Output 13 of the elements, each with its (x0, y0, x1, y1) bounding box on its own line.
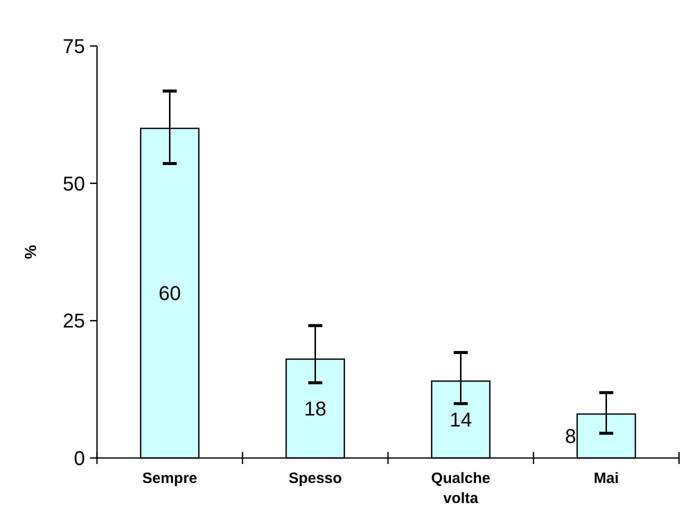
data-label: 60 (158, 283, 181, 306)
y-tick-label: 50 (62, 173, 85, 196)
data-label: 14 (450, 410, 472, 432)
data-label: 8 (565, 426, 576, 448)
data-label: 18 (304, 398, 326, 421)
x-tick-label: Mai (594, 470, 619, 487)
y-tick-label: 0 (74, 448, 85, 470)
y-tick-label: 75 (62, 36, 85, 58)
x-tick-label: Sempre (142, 470, 198, 487)
y-axis-title: % (23, 244, 40, 260)
y-tick-label: 25 (62, 310, 85, 333)
x-tick-label: Spesso (288, 470, 342, 487)
x-tick-label: Qualche volta (431, 470, 490, 507)
